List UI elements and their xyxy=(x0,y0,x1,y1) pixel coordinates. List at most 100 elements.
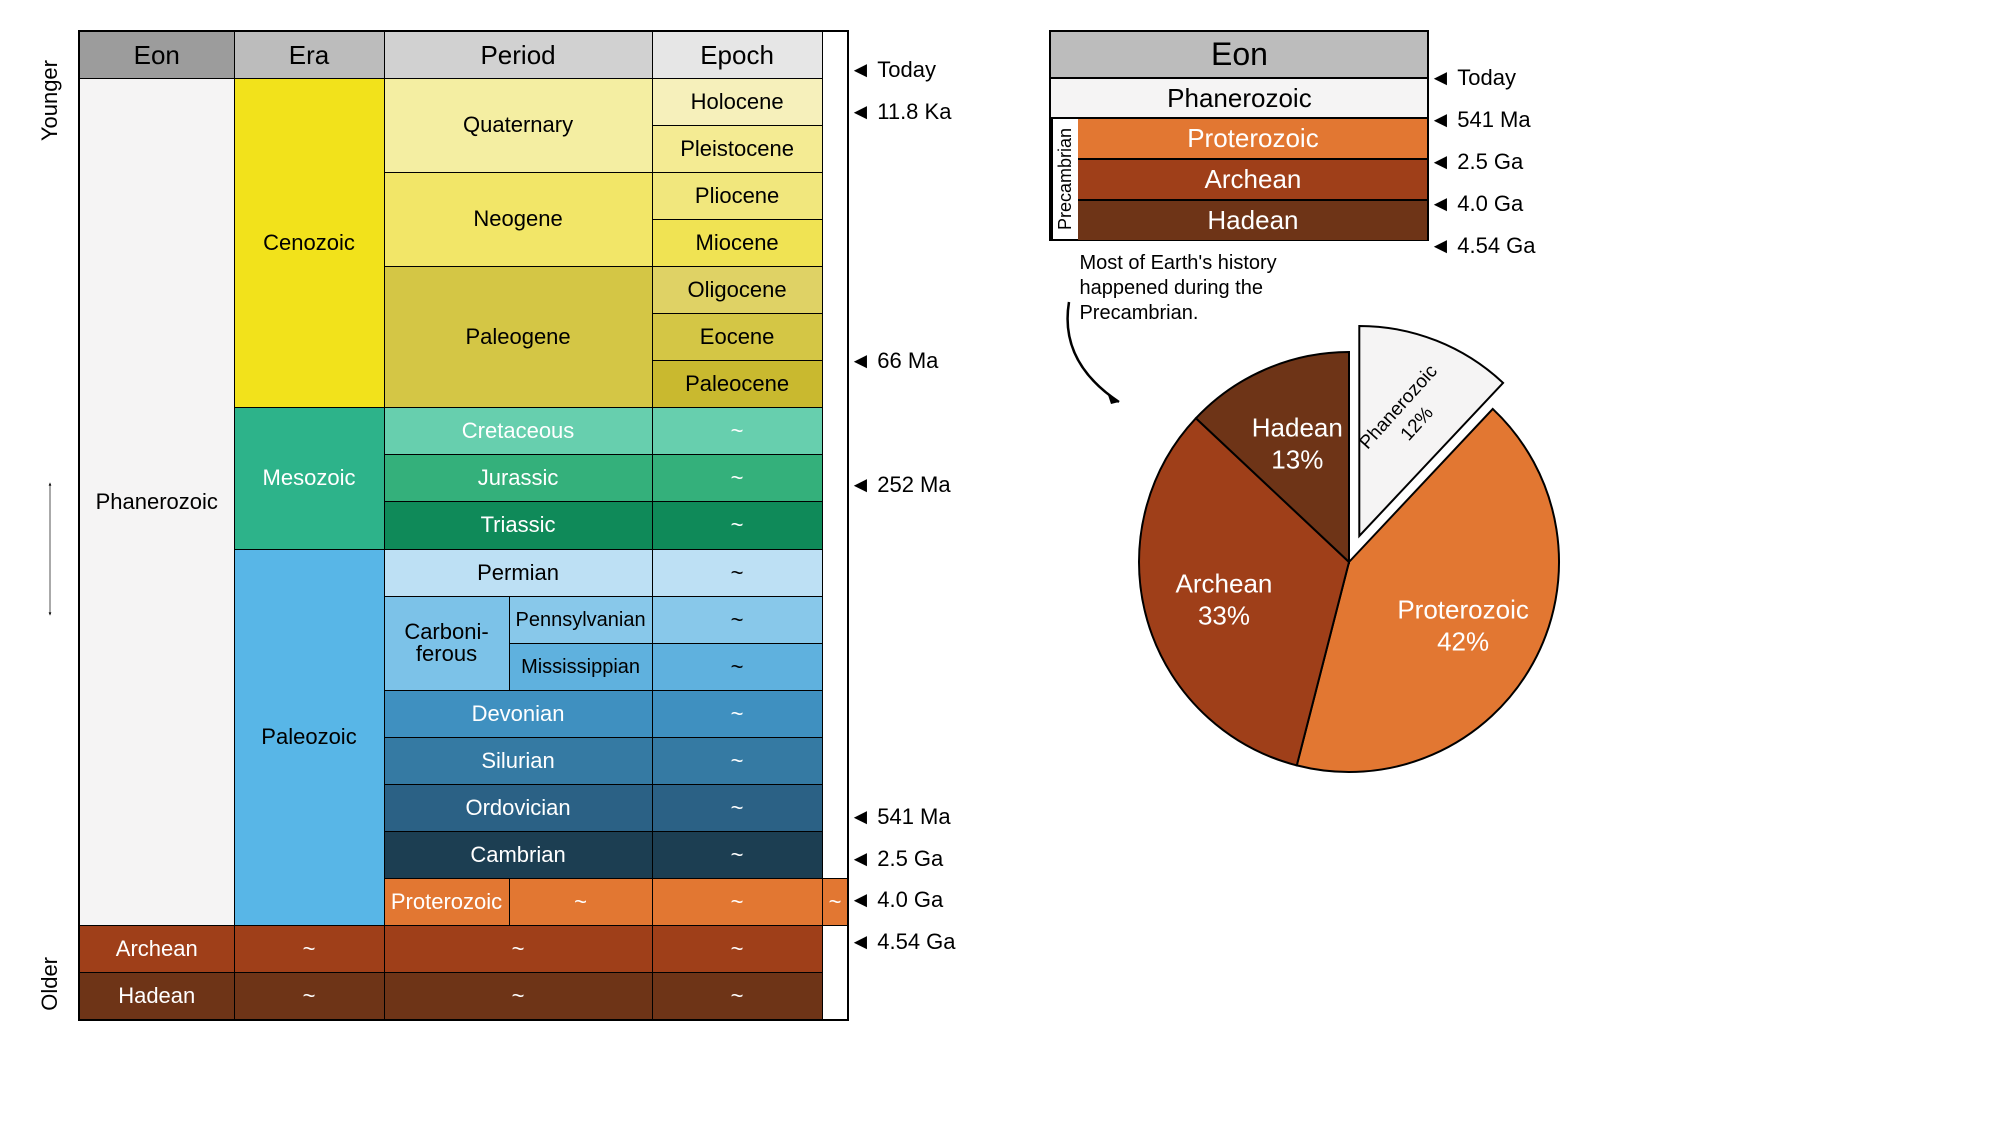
time-arrow-icon xyxy=(48,149,52,949)
table-cell: Mississippian xyxy=(509,643,652,690)
time-marker: ◄66 Ma xyxy=(849,348,938,374)
table-cell: Pennsylvanian xyxy=(509,596,652,643)
geologic-time-table: EonEraPeriodEpochPhanerozoicCenozoicQuat… xyxy=(78,30,849,1021)
time-direction-axis: Younger Older xyxy=(30,30,70,1021)
table-cell-tilde: ~ xyxy=(652,832,822,879)
table-cell-tilde: ~ xyxy=(234,926,384,973)
table-cell-tilde: ~ xyxy=(652,737,822,784)
arrow-left-icon: ◄ xyxy=(849,804,871,830)
table-cell: Oligocene xyxy=(652,266,822,313)
table-cell-tilde: ~ xyxy=(384,973,652,1020)
younger-label: Younger xyxy=(37,60,63,141)
table-cell: Miocene xyxy=(652,219,822,266)
arrow-left-icon: ◄ xyxy=(849,99,871,125)
arrow-left-icon: ◄ xyxy=(849,929,871,955)
eon-row-archean: Archean xyxy=(1078,160,1427,201)
eon-stack-header: Eon xyxy=(1051,32,1427,79)
arrow-left-icon: ◄ xyxy=(849,348,871,374)
arrow-left-icon: ◄ xyxy=(1429,149,1451,175)
table-cell: Pliocene xyxy=(652,172,822,219)
table-header: Eon xyxy=(79,31,234,78)
marker-label: 66 Ma xyxy=(877,348,938,374)
eon-time-marker: ◄4.54 Ga xyxy=(1429,233,1535,259)
arrow-left-icon: ◄ xyxy=(1429,107,1451,133)
svg-text:33%: 33% xyxy=(1198,600,1250,630)
marker-label: 4.54 Ga xyxy=(1457,233,1535,259)
table-cell-tilde: ~ xyxy=(652,690,822,737)
eon-time-marker: ◄4.0 Ga xyxy=(1429,191,1523,217)
eon-proterozoic: Proterozoic xyxy=(384,879,509,926)
table-cell-tilde: ~ xyxy=(652,596,822,643)
period-carboniferous: Carboni-ferous xyxy=(384,596,509,690)
eon-archean: Archean xyxy=(79,926,234,973)
eon-time-marker: ◄541 Ma xyxy=(1429,107,1530,133)
period-cretaceous: Cretaceous xyxy=(384,408,652,455)
table-cell-tilde: ~ xyxy=(652,502,822,549)
table-cell-tilde: ~ xyxy=(652,408,822,455)
time-marker: ◄541 Ma xyxy=(849,804,950,830)
svg-text:Archean: Archean xyxy=(1176,568,1273,598)
marker-label: 541 Ma xyxy=(1457,107,1530,133)
table-cell-tilde: ~ xyxy=(234,973,384,1020)
period-quaternary: Quaternary xyxy=(384,78,652,172)
older-label: Older xyxy=(37,957,63,1011)
marker-label: 541 Ma xyxy=(877,804,950,830)
arrow-left-icon: ◄ xyxy=(1429,233,1451,259)
table-cell: Pleistocene xyxy=(652,125,822,172)
svg-text:42%: 42% xyxy=(1438,627,1490,657)
eon-phanerozoic: Phanerozoic xyxy=(79,78,234,926)
marker-label: 252 Ma xyxy=(877,472,950,498)
period-neogene: Neogene xyxy=(384,172,652,266)
period-triassic: Triassic xyxy=(384,502,652,549)
right-panel: EonPhanerozoicPrecambrian Proterozoic Arch… xyxy=(1049,30,1689,802)
period-devonian: Devonian xyxy=(384,690,652,737)
marker-label: Today xyxy=(877,57,936,83)
table-cell-tilde: ~ xyxy=(652,643,822,690)
period-permian: Permian xyxy=(384,549,652,596)
marker-label: Today xyxy=(1457,65,1516,91)
era-mesozoic: Mesozoic xyxy=(234,408,384,549)
table-cell: Eocene xyxy=(652,314,822,361)
marker-label: 2.5 Ga xyxy=(877,846,943,872)
marker-label: 2.5 Ga xyxy=(1457,149,1523,175)
arrow-left-icon: ◄ xyxy=(849,472,871,498)
svg-text:13%: 13% xyxy=(1272,445,1324,475)
table-cell: Holocene xyxy=(652,78,822,125)
eon-hadean: Hadean xyxy=(79,973,234,1020)
marker-label: 11.8 Ka xyxy=(877,99,951,125)
table-cell-tilde: ~ xyxy=(652,973,822,1020)
time-marker: ◄11.8 Ka xyxy=(849,99,951,125)
table-cell-tilde: ~ xyxy=(652,785,822,832)
eon-markers-column: ◄Today◄541 Ma◄2.5 Ga◄4.0 Ga◄4.54 Ga xyxy=(1429,30,1589,241)
period-ordovician: Ordovician xyxy=(384,785,652,832)
marker-label: 4.54 Ga xyxy=(877,929,955,955)
table-cell-tilde: ~ xyxy=(822,879,848,926)
period-cambrian: Cambrian xyxy=(384,832,652,879)
table-header: Era xyxy=(234,31,384,78)
table-header: Period xyxy=(384,31,652,78)
eon-time-marker: ◄Today xyxy=(1429,65,1516,91)
precambrian-label: Precambrian xyxy=(1051,119,1078,239)
eon-stack-wrap: EonPhanerozoicPrecambrianProterozoicArch… xyxy=(1049,30,1689,241)
arrow-left-icon: ◄ xyxy=(1429,65,1451,91)
table-cell-tilde: ~ xyxy=(652,879,822,926)
time-marker: ◄4.0 Ga xyxy=(849,887,943,913)
arrow-left-icon: ◄ xyxy=(849,887,871,913)
eon-row-phanerozoic: Phanerozoic xyxy=(1051,79,1427,117)
period-paleogene: Paleogene xyxy=(384,266,652,407)
eon-row-hadean: Hadean xyxy=(1078,201,1427,240)
svg-text:Hadean: Hadean xyxy=(1252,413,1343,443)
table-cell: Paleocene xyxy=(652,361,822,408)
marker-label: 4.0 Ga xyxy=(1457,191,1523,217)
eon-stack: EonPhanerozoicPrecambrianProterozoicArch… xyxy=(1049,30,1429,241)
time-marker: ◄Today xyxy=(849,57,936,83)
arrow-left-icon: ◄ xyxy=(1429,191,1451,217)
time-marker: ◄4.54 Ga xyxy=(849,929,955,955)
left-panel: Younger Older EonEraPeriodEpoch Phanerozo… xyxy=(30,30,989,1021)
svg-text:Proterozoic: Proterozoic xyxy=(1398,595,1530,625)
table-header: Epoch xyxy=(652,31,822,78)
pie-chart-wrap: Phanerozoic12%Proterozoic42%Archean33%Ha… xyxy=(1049,302,1609,802)
table-cell-tilde: ~ xyxy=(652,549,822,596)
era-paleozoic: Paleozoic xyxy=(234,549,384,926)
table-cell-tilde: ~ xyxy=(384,926,652,973)
